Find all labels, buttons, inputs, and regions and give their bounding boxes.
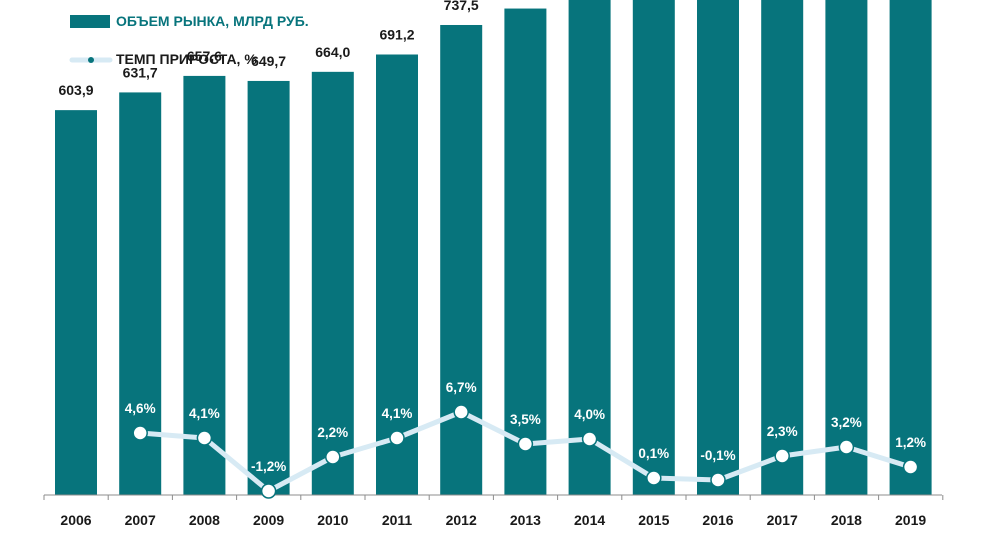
bar-2019 — [889, 0, 932, 495]
growth-point-2012 — [453, 404, 469, 420]
bar-2006 — [55, 110, 97, 496]
growth-point-2011 — [389, 430, 405, 446]
growth-point-2009 — [260, 483, 277, 499]
bar-2013 — [504, 8, 547, 495]
x-tick-label-2006: 2006 — [60, 512, 91, 528]
bar-2015 — [632, 0, 675, 496]
legend-line-label: ТЕМП ПРИРОСТА, % — [116, 51, 257, 67]
bar-labels-layer: 603,9631,7657,6649,7664,0691,2737,5763,3… — [58, 0, 479, 98]
growth-label-2008: 4,1% — [189, 406, 220, 421]
growth-label-2016: -0,1% — [700, 448, 735, 463]
x-tick-label-2019: 2019 — [895, 512, 926, 528]
growth-label-2019: 1,2% — [895, 435, 926, 450]
growth-point-2018 — [838, 439, 855, 455]
bar-value-label-2009: 649,7 — [251, 53, 286, 69]
x-tick-label-2009: 2009 — [253, 512, 284, 528]
x-tick-label-2018: 2018 — [831, 512, 862, 528]
growth-point-2008 — [196, 430, 213, 446]
bar-2017 — [761, 0, 804, 495]
legend: ОБЪЕМ РЫНКА, МЛРД РУБ. ТЕМП ПРИРОСТА, % — [69, 13, 309, 67]
x-tick-label-2017: 2017 — [767, 512, 798, 528]
bar-value-label-2012: 737,5 — [444, 0, 479, 13]
x-tick-label-2007: 2007 — [125, 512, 156, 528]
growth-point-2013 — [517, 436, 534, 452]
growth-label-2010: 2,2% — [317, 425, 348, 440]
growth-point-2014 — [581, 431, 598, 447]
growth-label-2011: 4,1% — [382, 406, 413, 421]
legend-bar-label: ОБЪЕМ РЫНКА, МЛРД РУБ. — [116, 13, 309, 29]
bar-2016 — [697, 0, 739, 496]
growth-point-2007 — [132, 425, 148, 441]
growth-label-2014: 4,0% — [574, 407, 605, 422]
x-tick-label-2011: 2011 — [382, 512, 413, 528]
growth-label-2013: 3,5% — [510, 412, 541, 427]
bar-2009 — [247, 80, 290, 495]
x-tick-label-2015: 2015 — [638, 512, 669, 528]
growth-label-2017: 2,3% — [767, 424, 798, 439]
growth-label-2015: 0,1% — [638, 446, 669, 461]
x-tick-label-2014: 2014 — [574, 512, 605, 528]
x-ticks-layer — [43, 495, 944, 500]
bar-2014 — [568, 0, 611, 496]
x-tick-label-2013: 2013 — [510, 512, 541, 528]
bar-value-label-2008: 657,6 — [187, 48, 222, 64]
legend-bar-swatch — [70, 15, 110, 28]
legend-line-marker — [88, 57, 94, 63]
bars-layer — [55, 0, 932, 496]
bar-2012 — [440, 24, 483, 496]
bar-value-label-2011: 691,2 — [379, 26, 414, 42]
x-tick-label-2008: 2008 — [189, 512, 220, 528]
x-tick-label-2010: 2010 — [317, 512, 348, 528]
bar-value-label-2006: 603,9 — [58, 82, 93, 98]
x-tick-label-2016: 2016 — [702, 512, 733, 528]
growth-point-2017 — [774, 448, 790, 464]
growth-point-2016 — [710, 472, 726, 488]
bar-value-label-2010: 664,0 — [315, 44, 350, 60]
growth-line-layer: 4,6% 4,1% -1,2% 2,2% 4,1% 6,7% 3,5% 4,0% 0,1% -0,… — [125, 380, 926, 499]
growth-point-2010 — [325, 449, 341, 465]
growth-point-2019 — [902, 459, 919, 475]
bar-2011 — [376, 54, 418, 496]
growth-label-2009: -1,2% — [251, 459, 286, 474]
x-tick-label-2012: 2012 — [446, 512, 477, 528]
x-tick-labels-layer: 2006 2007 2008 2009 2010 2011 2012 2013 2014 2015… — [60, 512, 926, 528]
bar-value-label-2007: 631,7 — [123, 64, 158, 80]
bar-2008 — [183, 75, 226, 495]
growth-label-2018: 3,2% — [831, 415, 862, 430]
bar-2018 — [825, 0, 868, 496]
growth-point-2015 — [646, 470, 662, 486]
growth-label-2012: 6,7% — [446, 380, 477, 395]
growth-label-2007: 4,6% — [125, 401, 156, 416]
bar-2010 — [311, 71, 354, 496]
